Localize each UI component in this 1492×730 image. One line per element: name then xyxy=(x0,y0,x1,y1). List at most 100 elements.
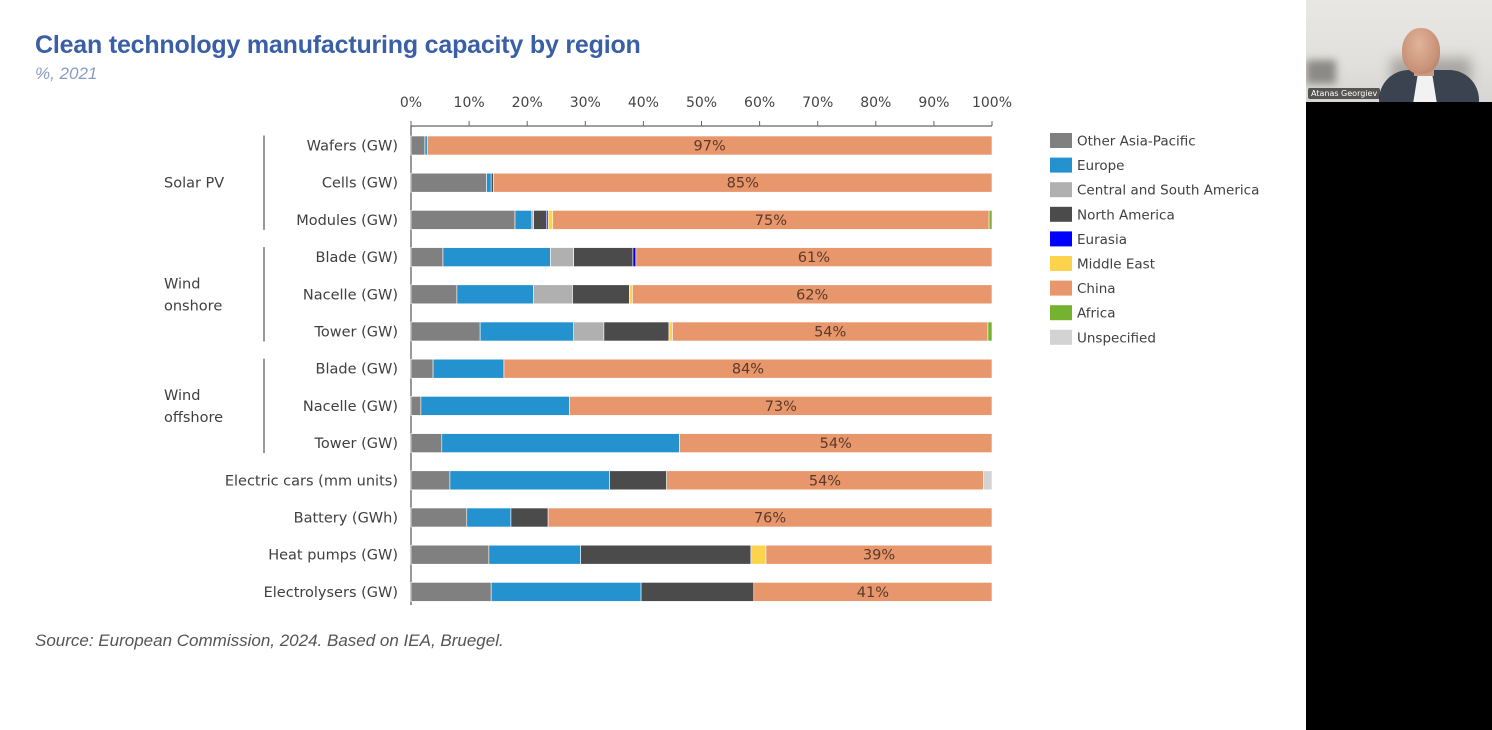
legend-swatch xyxy=(1050,182,1072,198)
legend-label: Eurasia xyxy=(1077,232,1127,248)
data-label: 41% xyxy=(857,585,889,601)
participant-video-tile[interactable]: Atanas Georgiev xyxy=(1306,0,1492,102)
bar-segment-europe xyxy=(432,358,505,379)
data-label: 54% xyxy=(814,325,846,341)
data-label: 85% xyxy=(727,176,759,192)
legend-label: Europe xyxy=(1077,158,1124,174)
bar-segment-north-america xyxy=(640,582,755,602)
x-tick-label: 90% xyxy=(918,95,949,111)
slide-subtitle: %, 2021 xyxy=(35,64,98,83)
bar-segment-europe xyxy=(424,135,428,156)
x-tick-label: 60% xyxy=(744,95,775,111)
bar-segment-europe xyxy=(420,396,570,416)
group-label: Solar PV xyxy=(164,176,224,192)
x-axis: 0% 10% 20% 30% 40% 50% 60% 70% 80% 90% 100% xyxy=(400,95,1012,605)
data-label: 97% xyxy=(694,139,726,155)
x-tick-label: 0% xyxy=(400,95,422,111)
legend-label: China xyxy=(1077,281,1116,297)
category-label: Heat pumps (GW) xyxy=(268,548,398,564)
bar-segment-unspecified xyxy=(982,470,993,491)
bar-segment-other-asia-pacific xyxy=(410,210,516,230)
bar-segment-africa xyxy=(988,210,993,230)
bar-segment-other-asia-pacific xyxy=(410,582,492,602)
legend-swatch xyxy=(1050,157,1072,173)
bar-segment-north-america xyxy=(533,210,547,230)
bar-segment-europe xyxy=(466,507,512,528)
bar-segment-china xyxy=(493,172,993,193)
legend-swatch xyxy=(1050,329,1072,345)
bar-segment-china xyxy=(753,582,993,602)
category-label: Blade (GW) xyxy=(316,362,398,378)
background-blur xyxy=(1306,60,1336,84)
data-label: 62% xyxy=(796,287,828,303)
bars xyxy=(410,135,993,602)
data-labels: 97% 85% 75% 61% 62% 54% 84% 73% 54% 54% 76% 39% 41% xyxy=(694,139,896,601)
legend-swatch xyxy=(1050,206,1072,222)
participant-name-tag: Atanas Georgiev xyxy=(1308,88,1381,99)
bar-segment-other-asia-pacific xyxy=(410,544,490,565)
category-label: Electric cars (mm units) xyxy=(225,473,398,489)
x-tick-label: 30% xyxy=(570,95,601,111)
category-label: Tower (GW) xyxy=(313,436,398,452)
x-tick-label: 80% xyxy=(860,95,891,111)
legend-swatch xyxy=(1050,280,1072,296)
bar-segment-other-asia-pacific xyxy=(410,284,458,305)
bar-segment-north-america xyxy=(572,284,630,305)
category-label: Modules (GW) xyxy=(296,213,398,229)
bar-segment-china xyxy=(635,247,993,267)
bar-segment-middle-east xyxy=(750,544,767,565)
bar-segment-other-asia-pacific xyxy=(410,507,468,528)
bar-segment-europe xyxy=(456,284,534,305)
bar-segment-china xyxy=(426,135,993,156)
bar-segment-china xyxy=(569,396,993,416)
legend-label: Other Asia-Pacific xyxy=(1077,134,1196,150)
data-label: 84% xyxy=(732,362,764,378)
legend-label: Middle East xyxy=(1077,257,1155,273)
x-tick-label: 70% xyxy=(802,95,833,111)
bar-segment-china xyxy=(632,284,993,305)
bar-segment-other-asia-pacific xyxy=(410,358,434,379)
participant-head xyxy=(1402,28,1440,74)
category-label: Cells (GW) xyxy=(322,176,398,192)
category-labels: Wafers (GW) Cells (GW) Modules (GW) Blade (… xyxy=(225,139,398,601)
category-groups: Solar PV Wind onshore Wind offshore xyxy=(164,135,265,454)
x-tick-label: 40% xyxy=(628,95,659,111)
x-tick-label: 10% xyxy=(454,95,485,111)
bar-segment-europe xyxy=(449,470,611,491)
data-label: 61% xyxy=(798,250,830,266)
bar-segment-europe xyxy=(514,210,533,230)
bar-segment-other-asia-pacific xyxy=(410,247,444,267)
legend-label: Unspecified xyxy=(1077,330,1156,346)
legend-swatch xyxy=(1050,256,1072,271)
category-label: Nacelle (GW) xyxy=(303,399,398,415)
bar-segment-china xyxy=(765,544,993,565)
category-label: Nacelle (GW) xyxy=(303,287,398,303)
category-label: Blade (GW) xyxy=(316,250,398,266)
bar-segment-north-america xyxy=(609,470,667,491)
bar-segment-europe xyxy=(490,582,642,602)
bar-segment-other-asia-pacific xyxy=(410,433,443,453)
bar-segment-china xyxy=(503,358,993,379)
bar-segment-other-asia-pacific xyxy=(410,470,451,491)
bar-segment-north-america xyxy=(580,544,752,565)
data-label: 76% xyxy=(754,511,786,527)
bar-segment-china xyxy=(679,433,993,453)
x-tick-label: 20% xyxy=(512,95,543,111)
data-label: 75% xyxy=(755,213,787,229)
bar-segment-other-asia-pacific xyxy=(410,396,422,416)
bar-segment-middle-east xyxy=(668,321,673,342)
bar-segment-china xyxy=(547,507,993,528)
data-label: 54% xyxy=(809,473,841,489)
legend-swatch xyxy=(1050,231,1072,247)
video-sidebar: Atanas Georgiev xyxy=(1306,0,1492,730)
bar-segment-africa xyxy=(987,321,993,342)
bar-segment-europe xyxy=(486,172,492,193)
bar-segment-other-asia-pacific xyxy=(410,135,426,156)
bar-segment-other-asia-pacific xyxy=(410,172,487,193)
bar-segment-europe xyxy=(479,321,574,342)
bar-segment-central-and-south-america xyxy=(533,284,573,305)
bar-segment-middle-east xyxy=(547,210,554,230)
source-note: Source: European Commission, 2024. Based… xyxy=(35,631,504,650)
bar-segment-north-america xyxy=(573,247,634,267)
group-label: offshore xyxy=(164,410,223,426)
